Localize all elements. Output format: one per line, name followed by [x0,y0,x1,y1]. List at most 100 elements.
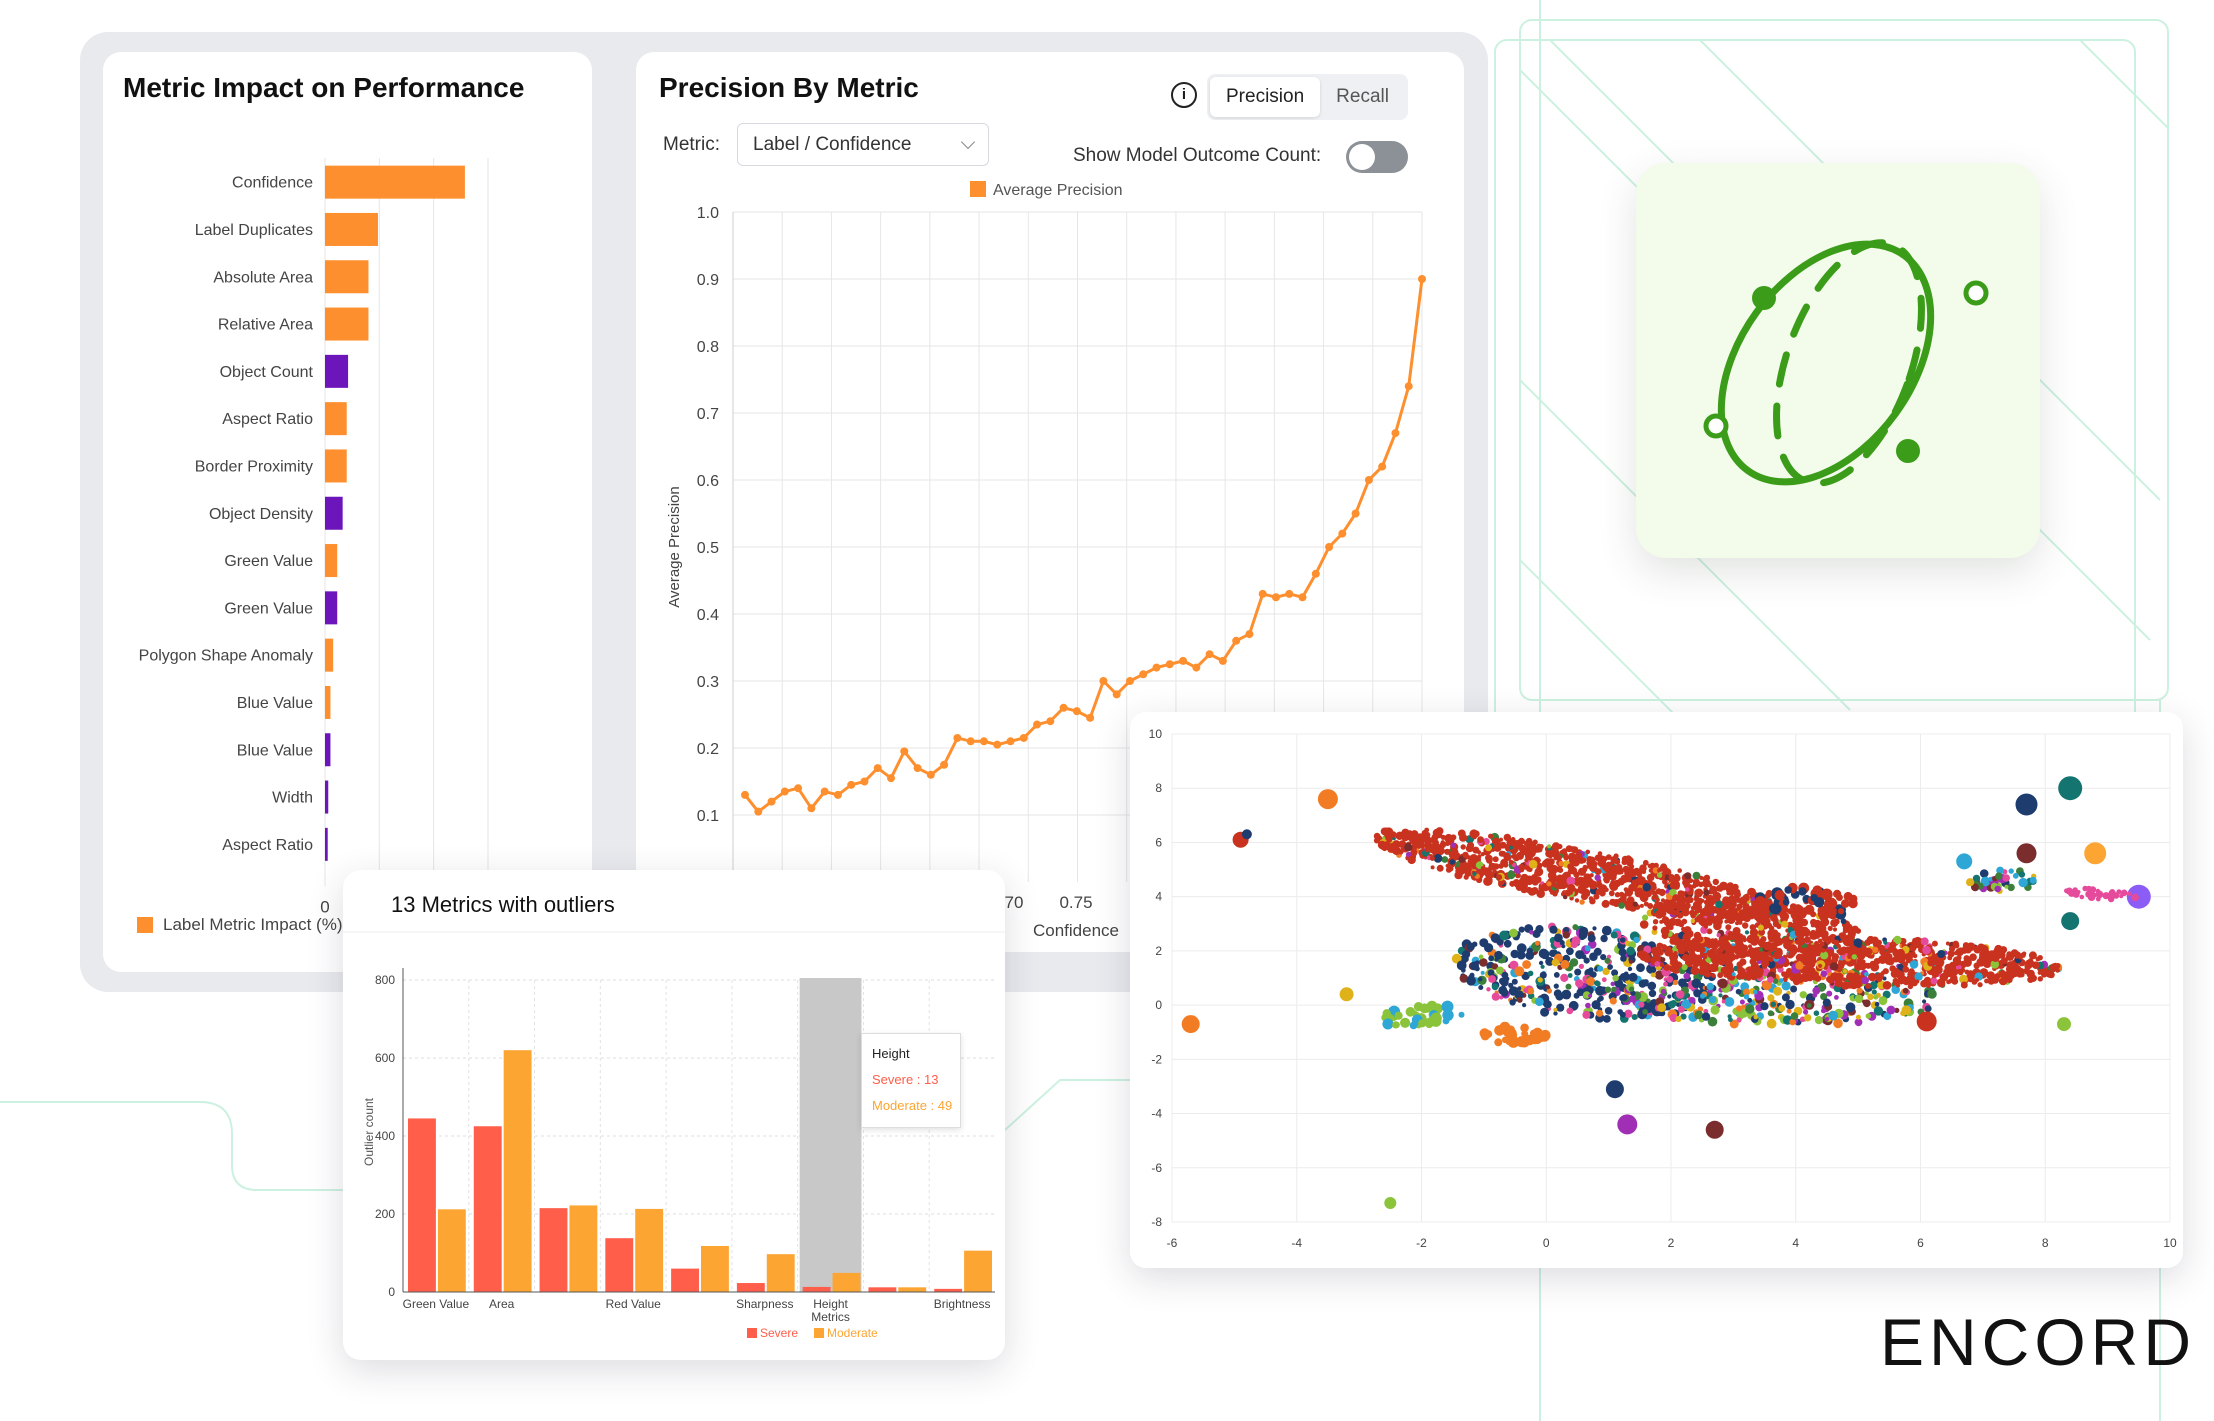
scatter-point [1467,842,1474,848]
scatter-point [1496,966,1504,975]
scatter-point [1841,899,1850,908]
scatter-point [1593,893,1600,900]
scatter-point [1411,839,1420,848]
tab-precision[interactable]: Precision [1210,77,1321,117]
scatter-point [2000,957,2008,965]
data-point [1311,569,1320,578]
scatter-point [1803,936,1811,943]
info-icon[interactable]: i [1171,82,1197,108]
scatter-point [1767,976,1774,984]
scatter-point [1480,1031,1490,1041]
scatter-point [1499,1021,1511,1033]
scatter-point [1876,972,1884,980]
scatter-point [1806,1003,1812,1008]
scatter-point [1597,851,1603,856]
scatter-point [1861,976,1869,985]
scatter-point [1966,878,1975,887]
outlier-point [1705,1120,1724,1139]
scatter-point [1516,950,1526,960]
scatter-point [2020,952,2026,958]
orbit-ellipse-icon [1703,239,1989,487]
scatter-point [1945,941,1950,946]
scatter-point [1767,960,1776,969]
category-label: Object Density [209,506,313,523]
scatter-point [1759,947,1764,952]
scatter-point [1522,960,1531,969]
scatter-point [1831,956,1839,963]
data-point [966,737,975,746]
x-tick-label: 0 [320,898,329,917]
scatter-point [1902,966,1910,973]
data-point [820,787,829,796]
metric-impact-legend[interactable]: Label Metric Impact (%) [137,915,343,935]
category-label: Polygon Shape Anomaly [139,648,313,665]
scatter-point [1484,943,1494,953]
data-point [1086,713,1095,722]
scatter-point [1582,880,1590,889]
scatter-point [1717,946,1724,953]
scatter-point [1745,905,1751,910]
x-tick-label: -2 [1416,1236,1427,1250]
outliers-bar-chart: 800 600 400 200 0 Outlier count Green Value Are… [343,931,1005,1340]
scatter-point [2037,976,2043,982]
scatter-point [1786,921,1794,929]
x-tick-label: 0.75 [1059,893,1092,912]
scatter-point [1642,883,1651,892]
scatter-point [1781,993,1790,1002]
metric-select[interactable]: Label / Confidence [737,123,989,166]
scatter-point [1734,949,1740,955]
legend-moderate: Moderate [827,1326,878,1340]
scatter-point [1677,962,1683,968]
scatter-point [1878,996,1888,1006]
scatter-point [1726,891,1731,896]
scatter-point [1855,1014,1861,1020]
scatter-point [1683,926,1692,935]
scatter-point [1650,967,1657,973]
scatter-point [1636,876,1646,886]
scatter-point [1754,952,1761,959]
scatter-point [1820,951,1829,960]
scatter-point [1382,829,1389,835]
scatter-point [1660,926,1670,936]
impact-bar [325,260,369,294]
scatter-point [1705,919,1713,926]
scatter-point [1566,876,1576,886]
scatter-point [1577,852,1582,857]
scatter-point [1730,910,1739,920]
scatter-point [1932,966,1940,974]
scatter-point [1575,950,1585,960]
scatter-point [1671,964,1679,973]
scatter-point [1604,1007,1613,1015]
scatter-point [1567,863,1574,871]
scatter-point [1472,846,1480,854]
scatter-point [1410,849,1418,857]
scatter-point [1614,979,1624,988]
data-point [1245,630,1254,639]
scatter-point [1930,977,1938,985]
scatter-point [1817,905,1827,916]
scatter-point [1460,844,1466,850]
scatter-point [2055,967,2060,973]
x-axis-label: Confidence [1033,921,1119,940]
scatter-point [1593,947,1602,956]
scatter-point [1682,953,1690,962]
scatter-point [1441,1000,1454,1013]
scatter-point [1811,971,1819,979]
scatter-point [1824,1016,1830,1022]
scatter-point [1728,1017,1733,1023]
scatter-point [1701,1012,1711,1021]
outcome-count-toggle[interactable] [1346,141,1408,173]
scatter-point [1912,953,1918,959]
scatter-point [1424,841,1433,849]
precision-recall-toggle: Precision Recall [1207,74,1408,120]
outlier-point [2057,1017,2071,1032]
scatter-point [1394,1011,1403,1020]
scatter-point [1768,957,1774,962]
scatter-point [1927,959,1935,967]
tab-recall[interactable]: Recall [1336,86,1389,107]
scatter-point [1585,1002,1591,1009]
scatter-point [1554,884,1559,889]
scatter-point [1405,851,1412,858]
scatter-point [1469,829,1479,839]
scatter-point [1389,831,1397,838]
